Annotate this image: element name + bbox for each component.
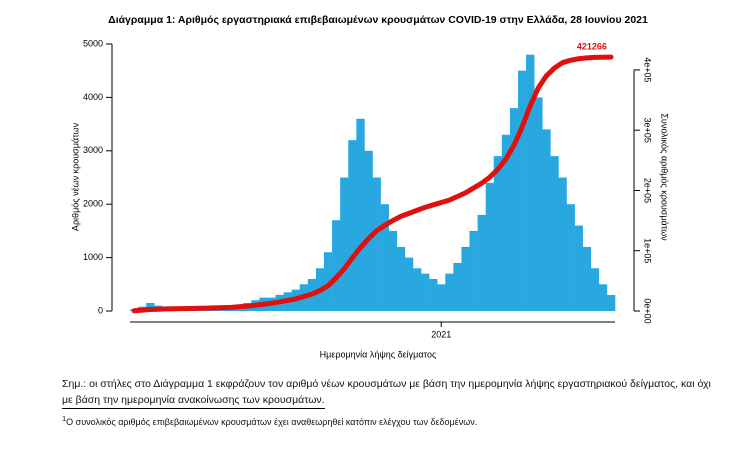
bar bbox=[421, 273, 430, 311]
bar bbox=[606, 294, 616, 311]
footnote: 1Ο συνολικός αριθμός επιβεβαιωμένων κρου… bbox=[62, 414, 477, 427]
x-axis-label: Ημερομηνία λήψης δείγματος bbox=[320, 349, 437, 359]
bar bbox=[324, 252, 333, 311]
bar bbox=[574, 225, 583, 311]
y2-tick-label: 4e+05 bbox=[643, 57, 653, 82]
cumulative-line bbox=[131, 54, 614, 314]
bar bbox=[501, 134, 511, 311]
y-tick-label: 3000 bbox=[83, 145, 103, 155]
bar bbox=[453, 262, 462, 311]
bar bbox=[396, 246, 406, 311]
y-tick-label: 4000 bbox=[83, 92, 103, 102]
bar bbox=[509, 108, 519, 311]
bar bbox=[550, 156, 559, 311]
y2-tick-label: 2e+05 bbox=[643, 178, 653, 203]
bar bbox=[445, 273, 454, 311]
footnote-marker: 1 bbox=[62, 414, 67, 423]
bar bbox=[404, 257, 414, 311]
bar bbox=[558, 177, 567, 311]
y-tick-label: 2000 bbox=[83, 199, 103, 209]
bar bbox=[380, 204, 389, 311]
note: Σημ.: οι στήλες στο Διάγραμμα 1 εκφράζου… bbox=[62, 378, 711, 390]
bar bbox=[493, 156, 503, 311]
bar bbox=[566, 204, 575, 311]
bar bbox=[372, 177, 381, 311]
bar bbox=[461, 246, 470, 311]
bar bbox=[542, 129, 551, 311]
y2-tick-label: 0e+00 bbox=[643, 298, 653, 323]
y2-tick-label: 1e+05 bbox=[643, 238, 653, 263]
bar bbox=[332, 220, 341, 311]
note: με βάση την ημερομηνία ανακοίνωσης των κ… bbox=[62, 394, 325, 409]
bar bbox=[412, 268, 422, 311]
bar bbox=[598, 284, 608, 311]
bar bbox=[388, 230, 398, 311]
bar bbox=[437, 284, 446, 311]
x-tick-label: 2021 bbox=[431, 329, 451, 339]
bar bbox=[485, 182, 495, 311]
chart: Διάγραμμα 1: Αριθμός εργαστηριακά επιβεβ… bbox=[70, 14, 670, 360]
bar bbox=[348, 140, 357, 311]
y-tick-label: 0 bbox=[98, 305, 103, 315]
y-tick-label: 5000 bbox=[83, 38, 103, 48]
bar bbox=[340, 177, 349, 311]
annotation: 421266 bbox=[577, 41, 607, 51]
bar bbox=[469, 230, 478, 311]
bar bbox=[429, 278, 438, 311]
y2-axis-label: Συνολικός αριθμός κρουσμάτων bbox=[660, 113, 670, 241]
bar bbox=[534, 97, 543, 312]
bar bbox=[477, 214, 486, 311]
bar bbox=[356, 118, 365, 311]
bar bbox=[526, 54, 535, 312]
y-tick-label: 1000 bbox=[83, 252, 103, 262]
bar bbox=[364, 150, 373, 311]
bar bbox=[590, 268, 600, 311]
chart-title: Διάγραμμα 1: Αριθμός εργαστηριακά επιβεβ… bbox=[108, 14, 648, 26]
bar bbox=[518, 70, 527, 311]
footnote-text: Ο συνολικός αριθμός επιβεβαιωμένων κρουσ… bbox=[66, 417, 478, 427]
bar bbox=[582, 246, 592, 311]
y2-tick-label: 3e+05 bbox=[643, 118, 653, 143]
y-axis-label: Αριθμός νέων κρουσμάτων bbox=[70, 122, 80, 231]
